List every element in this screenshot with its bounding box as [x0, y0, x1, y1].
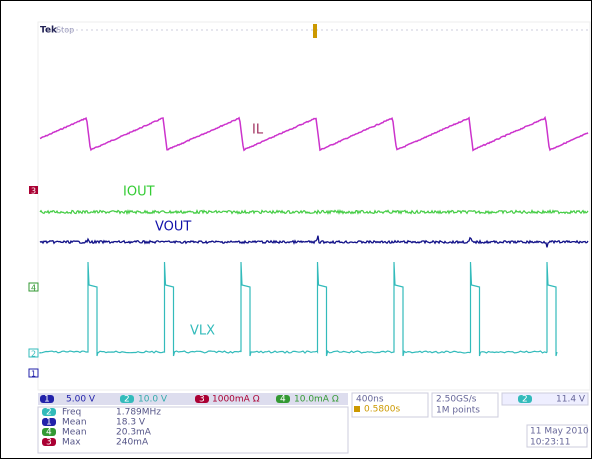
- graticule: [37, 21, 591, 391]
- meas-name: Mean: [62, 418, 87, 428]
- trace-label: IOUT: [123, 185, 155, 200]
- brand: Tek: [40, 26, 58, 36]
- ch-badge: 3: [199, 395, 205, 405]
- meas-channel: 3: [46, 438, 52, 448]
- timebase-box: [351, 392, 429, 418]
- waveforms: [39, 115, 589, 357]
- ch-badge: 2: [124, 395, 130, 405]
- meas-value: 240mA: [116, 438, 149, 448]
- meas-name: Freq: [62, 408, 81, 418]
- ch-badge: 4: [280, 395, 286, 405]
- marker: [29, 186, 38, 194]
- trace-label: VLX: [190, 324, 215, 339]
- timebase: 400ns: [356, 395, 384, 405]
- ch-scale: 10.0 V: [138, 395, 168, 405]
- marker: [28, 348, 39, 358]
- date: 11 May 2010: [530, 427, 589, 437]
- ch-scale: 10.0mA Ω: [294, 395, 339, 405]
- vout-trace: [39, 235, 589, 248]
- meas-badge: [42, 438, 56, 446]
- ch-badge: 1: [44, 395, 50, 405]
- status-bar: 1 5.00 V 2 10.0 V 3 1000mA Ω 4 10.0mA Ω …: [37, 392, 589, 454]
- trig-badge: 2: [522, 395, 528, 405]
- trig-level: 11.4 V: [556, 395, 586, 405]
- trace-label: VOUT: [155, 220, 191, 235]
- marker: [28, 282, 39, 292]
- meas-name: Max: [62, 438, 81, 448]
- meas-channel: 1: [46, 418, 52, 428]
- meas-badge: [42, 418, 56, 426]
- vlx-trace: [39, 261, 558, 357]
- meas-name: Mean: [62, 428, 87, 438]
- measure-box: [37, 406, 349, 454]
- marker-label: 1: [31, 370, 36, 379]
- sample-rate: 2.50GS/s: [436, 395, 477, 405]
- meas-badge: [42, 408, 56, 416]
- iout-trace: [39, 208, 589, 216]
- meas-channel: 2: [46, 408, 52, 418]
- trace-label: IL: [252, 123, 264, 138]
- marker-label: 4: [31, 284, 36, 293]
- marker: [28, 368, 39, 378]
- acq-box: [431, 392, 499, 418]
- record: 1M points: [436, 406, 480, 416]
- trigger-marker: [313, 24, 317, 38]
- channel-markers: 3 4 2 1: [28, 186, 39, 379]
- position: 0.5800s: [364, 405, 400, 415]
- marker-label: 3: [31, 187, 36, 196]
- ch-scale: 1000mA Ω: [212, 395, 260, 405]
- meas-value: 1.789MHz: [116, 408, 161, 418]
- status: Stop: [56, 26, 74, 35]
- il-trace: [39, 115, 589, 152]
- meas-badge: [42, 428, 56, 436]
- meas-value: 18.3 V: [116, 418, 146, 428]
- meas-channel: 4: [46, 428, 52, 438]
- meas-value: 20.3mA: [116, 428, 152, 438]
- marker-label: 2: [31, 350, 36, 359]
- time: 10:23:11: [530, 438, 570, 448]
- settings-strip: [38, 393, 348, 405]
- clock-box: [526, 424, 588, 448]
- ch-scale: 5.00 V: [66, 395, 96, 405]
